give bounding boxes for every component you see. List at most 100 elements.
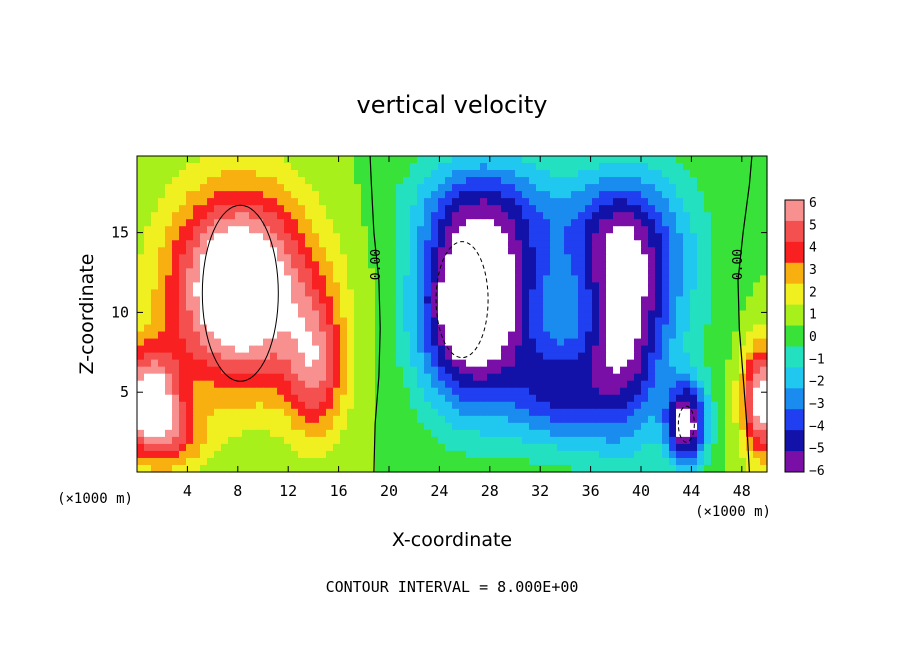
- field-cell: [410, 219, 418, 227]
- field-cell: [438, 156, 446, 164]
- field-cell: [536, 163, 544, 171]
- field-cell: [200, 415, 208, 424]
- field-cell: [382, 415, 390, 424]
- field-cell: [599, 198, 607, 206]
- negative-contour-line: [435, 241, 489, 359]
- field-cell: [291, 331, 299, 340]
- field-cell: [221, 205, 229, 213]
- field-cell: [249, 170, 257, 178]
- field-cell: [711, 247, 719, 255]
- field-cell: [312, 219, 320, 227]
- field-cell: [207, 170, 215, 178]
- field-cell: [424, 422, 432, 431]
- field-cell: [459, 394, 467, 403]
- field-cell: [725, 436, 733, 445]
- field-cell: [760, 156, 768, 164]
- field-cell: [725, 345, 733, 354]
- field-cell: [284, 268, 292, 276]
- field-cell: [298, 352, 306, 361]
- field-cell: [760, 422, 768, 431]
- field-cell: [424, 401, 432, 410]
- field-cell: [165, 436, 173, 445]
- field-cell: [326, 219, 334, 227]
- field-cell: [543, 198, 551, 206]
- field-cell: [627, 401, 635, 410]
- field-cell: [382, 303, 390, 312]
- field-cell: [270, 177, 278, 185]
- field-cell: [368, 282, 376, 291]
- field-cell: [263, 198, 271, 206]
- field-cell: [599, 289, 607, 298]
- field-cell: [340, 422, 348, 431]
- field-cell: [536, 401, 544, 410]
- field-cell: [144, 450, 152, 459]
- field-cell: [571, 436, 579, 445]
- field-cell: [172, 303, 180, 312]
- field-cell: [627, 296, 635, 305]
- field-cell: [445, 387, 453, 396]
- field-cell: [508, 373, 516, 382]
- field-cell: [235, 219, 243, 227]
- field-cell: [599, 156, 607, 164]
- field-cell: [634, 198, 642, 206]
- field-cell: [214, 240, 222, 248]
- field-cell: [137, 303, 145, 312]
- field-cell: [732, 205, 740, 213]
- field-cell: [711, 415, 719, 424]
- field-cell: [200, 408, 208, 417]
- field-cell: [473, 184, 481, 192]
- field-cell: [487, 464, 495, 473]
- field-cell: [270, 324, 278, 333]
- field-cell: [249, 436, 257, 445]
- field-cell: [564, 310, 572, 319]
- field-cell: [200, 394, 208, 403]
- field-cell: [711, 177, 719, 185]
- field-cell: [732, 394, 740, 403]
- field-cell: [662, 233, 670, 241]
- field-cell: [487, 289, 495, 298]
- field-cell: [165, 415, 173, 424]
- field-cell: [270, 226, 278, 234]
- field-cell: [445, 352, 453, 361]
- field-cell: [207, 415, 215, 424]
- field-cell: [592, 359, 600, 368]
- field-cell: [410, 324, 418, 333]
- field-cell: [725, 408, 733, 417]
- field-cell: [424, 240, 432, 248]
- field-cell: [445, 275, 453, 283]
- field-cell: [207, 205, 215, 213]
- field-cell: [564, 212, 572, 220]
- field-cell: [697, 436, 705, 445]
- field-cell: [494, 282, 502, 291]
- field-cell: [690, 380, 698, 389]
- field-cell: [564, 359, 572, 368]
- field-cell: [151, 317, 159, 326]
- field-cell: [312, 226, 320, 234]
- field-cell: [354, 170, 362, 178]
- field-cell: [557, 436, 565, 445]
- field-cell: [193, 338, 201, 347]
- field-cell: [347, 380, 355, 389]
- field-cell: [746, 296, 754, 305]
- field-cell: [158, 359, 166, 368]
- field-cell: [592, 422, 600, 431]
- field-cell: [396, 352, 404, 361]
- field-cell: [165, 401, 173, 410]
- field-cell: [725, 212, 733, 220]
- field-cell: [669, 359, 677, 368]
- field-cell: [389, 289, 397, 298]
- field-cell: [424, 359, 432, 368]
- field-cell: [312, 338, 320, 347]
- x-tick-label: 16: [330, 482, 348, 500]
- field-cell: [571, 394, 579, 403]
- field-cell: [389, 408, 397, 417]
- field-cell: [606, 177, 614, 185]
- field-cell: [305, 226, 313, 234]
- field-cell: [284, 436, 292, 445]
- field-cell: [634, 296, 642, 305]
- field-cell: [753, 282, 761, 291]
- field-cell: [284, 380, 292, 389]
- field-cell: [704, 415, 712, 424]
- field-cell: [627, 226, 635, 234]
- field-cell: [235, 177, 243, 185]
